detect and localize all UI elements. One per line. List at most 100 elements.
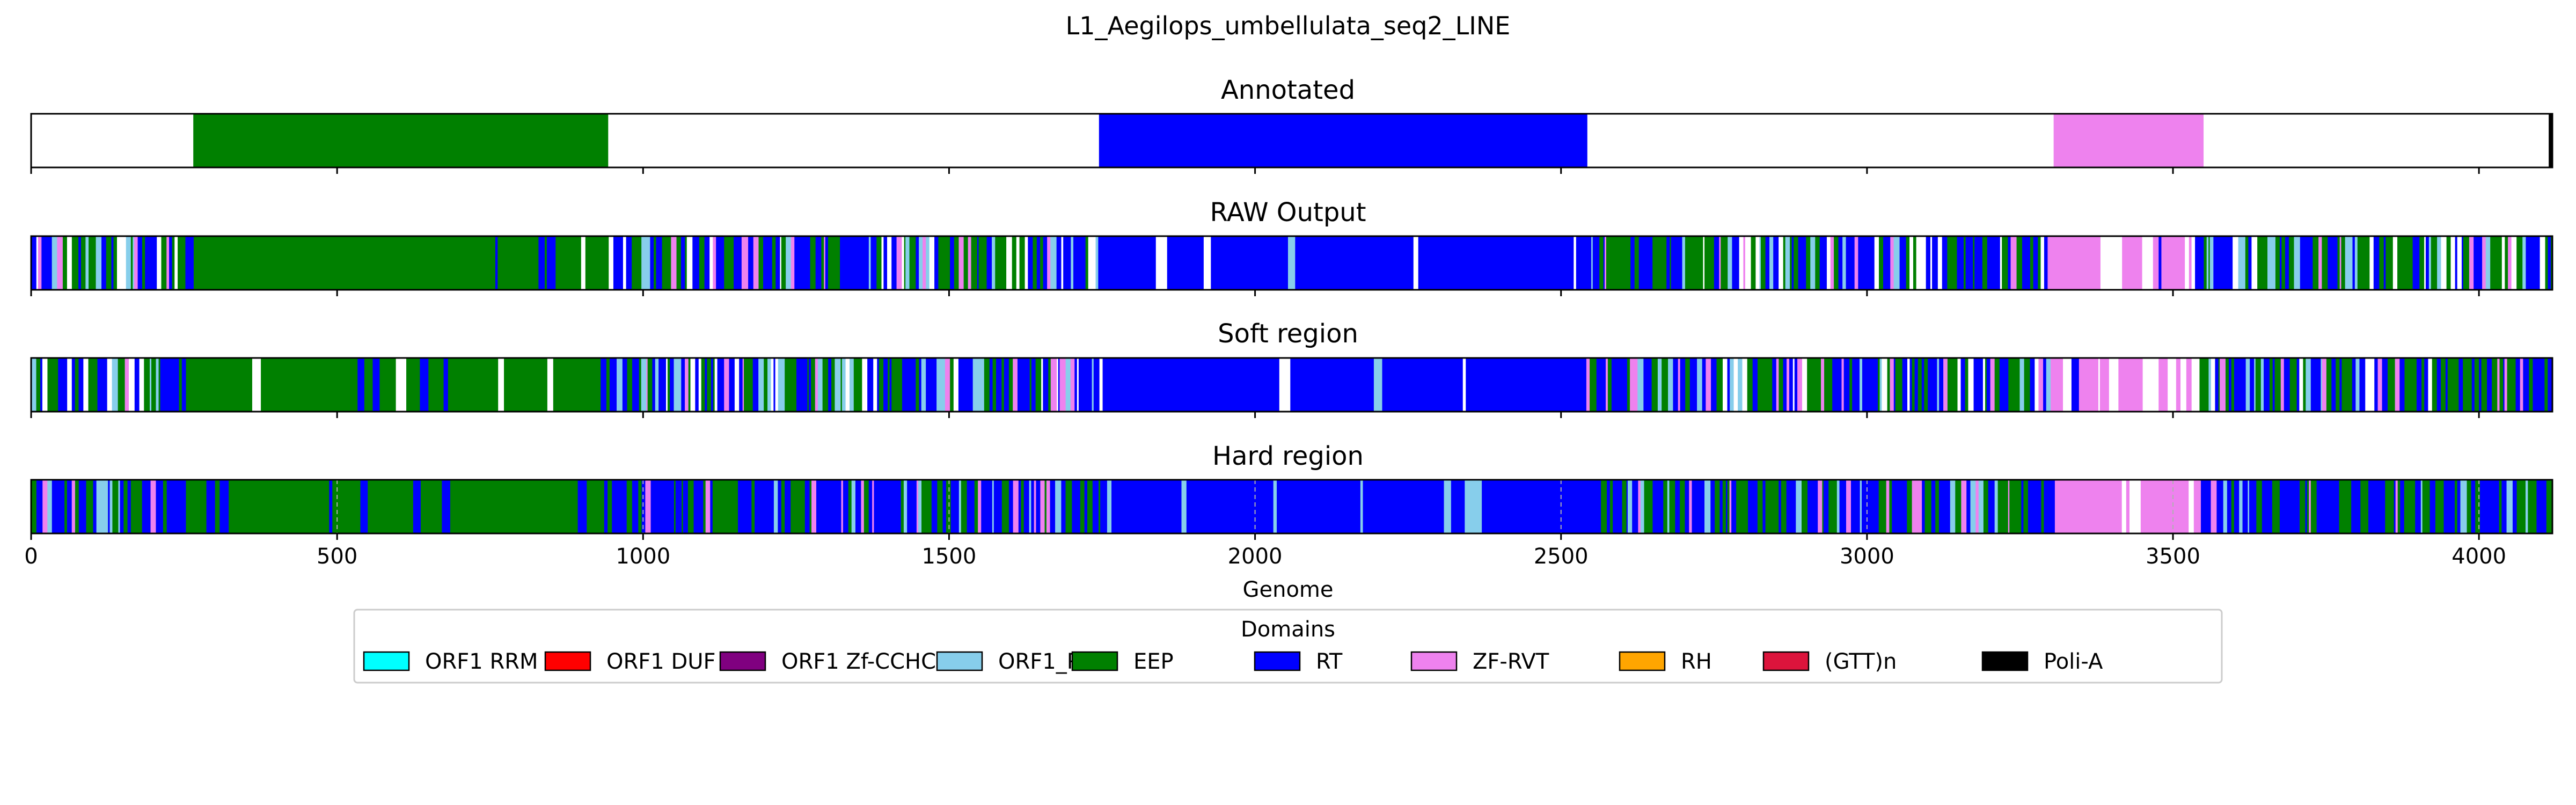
prediction-column — [1176, 358, 1183, 412]
prediction-column — [1247, 358, 1254, 412]
prediction-column — [254, 480, 264, 533]
prediction-column — [1113, 480, 1122, 533]
prediction-column — [785, 480, 791, 533]
prediction-column — [1765, 480, 1768, 533]
prediction-column — [1085, 236, 1088, 290]
prediction-column — [1897, 480, 1903, 533]
prediction-column — [1990, 358, 1995, 412]
prediction-column — [1117, 358, 1121, 412]
prediction-column — [2303, 358, 2306, 412]
legend-item: ZF-RVT — [1410, 649, 1549, 674]
prediction-column — [523, 480, 532, 533]
prediction-column — [2479, 480, 2486, 533]
prediction-column — [273, 358, 281, 412]
prediction-column — [1394, 236, 1399, 290]
prediction-column — [2206, 236, 2209, 290]
prediction-column — [1365, 236, 1373, 290]
prediction-column — [2085, 358, 2094, 412]
prediction-column — [2193, 480, 2201, 533]
prediction-column — [1606, 236, 1609, 290]
prediction-column — [447, 236, 454, 290]
prediction-column — [1978, 236, 1983, 290]
prediction-column — [2208, 236, 2211, 290]
prediction-column — [1822, 480, 1824, 533]
prediction-column — [1345, 358, 1349, 412]
prediction-column — [397, 480, 405, 533]
prediction-column — [1913, 236, 1916, 290]
prediction-column — [203, 358, 212, 412]
prediction-column — [375, 236, 383, 290]
domain-segment-zf-rvt — [2053, 114, 2204, 167]
prediction-column — [1136, 236, 1140, 290]
prediction-column — [2242, 480, 2249, 533]
prediction-column — [2530, 236, 2535, 290]
prediction-column — [2272, 358, 2275, 412]
prediction-column — [343, 358, 352, 412]
prediction-column — [1736, 480, 1740, 533]
prediction-column — [1616, 236, 1623, 290]
prediction-column — [273, 480, 281, 533]
prediction-column — [1917, 480, 1922, 533]
prediction-column — [2204, 236, 2207, 290]
prediction-column — [729, 480, 736, 533]
prediction-column — [955, 480, 960, 533]
prediction-column — [905, 236, 910, 290]
prediction-column — [1718, 358, 1723, 412]
prediction-column — [111, 236, 114, 290]
prediction-column — [735, 236, 739, 290]
prediction-column — [1366, 358, 1370, 412]
prediction-column — [263, 358, 267, 412]
prediction-column — [1276, 358, 1279, 412]
prediction-column — [585, 236, 590, 290]
prediction-column — [2250, 358, 2255, 412]
prediction-column — [755, 480, 759, 533]
legend-item: ORF1 RRM — [363, 649, 538, 674]
prediction-column — [1065, 480, 1069, 533]
prediction-column — [1040, 236, 1044, 290]
prediction-column — [53, 358, 58, 412]
prediction-column — [1608, 236, 1612, 290]
prediction-column — [2201, 480, 2204, 533]
prediction-column — [646, 358, 648, 412]
prediction-column — [650, 236, 654, 290]
prediction-column — [921, 480, 927, 533]
prediction-column — [2385, 480, 2389, 533]
prediction-column — [958, 358, 964, 412]
prediction-column — [1444, 480, 1452, 533]
prediction-column — [1794, 358, 1798, 412]
prediction-column — [1555, 358, 1564, 412]
prediction-column — [127, 480, 131, 533]
prediction-column — [1668, 358, 1674, 412]
prediction-column — [904, 236, 906, 290]
prediction-column — [2263, 236, 2265, 290]
prediction-column — [2203, 480, 2209, 533]
prediction-column — [1101, 236, 1104, 290]
prediction-column — [867, 358, 872, 412]
prediction-column — [2501, 358, 2504, 412]
prediction-column — [172, 236, 175, 290]
prediction-column — [2171, 480, 2180, 533]
prediction-column — [1807, 480, 1812, 533]
prediction-column — [71, 358, 76, 412]
prediction-column — [2084, 236, 2088, 290]
prediction-column — [1077, 480, 1081, 533]
prediction-column — [1836, 480, 1840, 533]
prediction-column — [2360, 480, 2366, 533]
prediction-column — [2341, 236, 2346, 290]
prediction-column — [796, 358, 802, 412]
prediction-column — [878, 480, 885, 533]
prediction-column — [1219, 358, 1224, 412]
prediction-column — [974, 480, 978, 533]
prediction-column — [1471, 236, 1474, 290]
prediction-column — [2286, 358, 2290, 412]
prediction-column — [2331, 358, 2336, 412]
prediction-column — [1334, 236, 1337, 290]
prediction-column — [568, 236, 574, 290]
prediction-column — [1637, 358, 1644, 412]
prediction-column — [984, 358, 990, 412]
prediction-column — [301, 236, 311, 290]
prediction-column — [2501, 480, 2504, 533]
prediction-column — [1790, 236, 1792, 290]
prediction-column — [394, 236, 400, 290]
